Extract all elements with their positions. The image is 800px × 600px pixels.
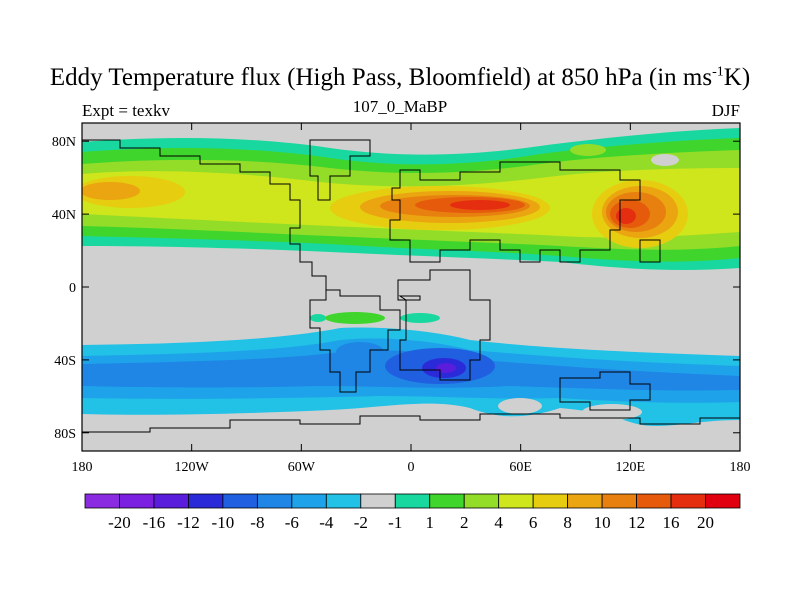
season-label: DJF: [711, 101, 740, 120]
y-tick-label: 0: [69, 281, 76, 296]
colorbar-label: -1: [388, 513, 402, 532]
y-tick-label: 80S: [54, 427, 76, 442]
plot-title: Eddy Temperature flux (High Pass, Bloomf…: [49, 64, 751, 91]
south-america-coast: [309, 289, 401, 393]
colorbar-label: 1: [425, 513, 434, 532]
colorbar-swatch: [394, 493, 431, 509]
colorbar-swatch: [601, 493, 637, 509]
colorbar-label: -8: [250, 513, 264, 532]
tropical-positive-patches: [310, 312, 440, 324]
colorbar-label: 10: [594, 513, 611, 532]
colorbar-label: 12: [628, 513, 645, 532]
colorbar-swatch: [188, 493, 224, 509]
x-tick-label: 120E: [616, 460, 646, 475]
coastlines: [82, 139, 740, 433]
africa-coast: [397, 269, 491, 381]
field-layer: [82, 123, 740, 451]
colorbar-swatch: [567, 493, 603, 509]
y-tick-label: 40S: [54, 354, 76, 369]
colorbar-label: 6: [529, 513, 538, 532]
north-america-coast: [82, 139, 327, 290]
colorbar-label: 20: [697, 513, 714, 532]
colorbar-swatch: [429, 493, 465, 509]
x-tick-label: 60W: [288, 460, 316, 475]
colorbar-swatch: [119, 493, 155, 509]
colorbar-label: -16: [143, 513, 166, 532]
colorbar-swatch: [84, 493, 120, 509]
colorbar-label: -20: [108, 513, 131, 532]
greenland-coast: [309, 139, 371, 201]
colorbar-label: -2: [354, 513, 368, 532]
far-east-coast: [639, 239, 661, 263]
x-tick-label: 120W: [175, 460, 210, 475]
y-tick-label: 80N: [52, 135, 76, 150]
colorbar-label: -12: [177, 513, 200, 532]
europe-asia-coast: [389, 161, 641, 263]
colorbar-swatch: [670, 493, 706, 509]
colorbar-swatch: [256, 493, 293, 509]
colorbar-swatch: [498, 493, 534, 509]
australia-coast: [559, 371, 651, 411]
colorbar-label: 8: [563, 513, 572, 532]
colorbar-label: 4: [494, 513, 503, 532]
colorbar-swatch: [153, 493, 189, 509]
colorbar-label: -6: [285, 513, 299, 532]
colorbar-label: 16: [663, 513, 680, 532]
colorbar-swatch: [222, 493, 258, 509]
colorbar-swatch: [360, 493, 396, 509]
sh-negative-band: [82, 327, 740, 426]
x-tick-label: 0: [408, 460, 415, 475]
map-axes: 180 120W 60W 0 60E 120E 180 80N 40N 0 40S 80S: [52, 123, 751, 475]
colorbar: -20 -16 -12 -10 -8 -6 -4 -2 -1 1 2 4 6 8 10 12 16 20: [84, 493, 741, 532]
experiment-label: Expt = texkv: [82, 101, 170, 120]
nh-positive-band: [82, 128, 740, 270]
colorbar-swatch: [291, 493, 327, 509]
x-tick-label: 180: [730, 460, 751, 475]
colorbar-swatch: [532, 493, 569, 509]
x-tick-label: 60E: [509, 460, 532, 475]
colorbar-swatch: [636, 493, 672, 509]
colorbar-swatch: [325, 493, 362, 509]
x-tick-label: 180: [72, 460, 93, 475]
colorbar-label: -4: [319, 513, 334, 532]
colorbar-swatch: [705, 493, 741, 509]
plot-subtitle: 107_0_MaBP: [352, 97, 448, 116]
colorbar-label: -10: [212, 513, 235, 532]
y-tick-label: 40N: [52, 208, 76, 223]
antarctica-coast: [82, 413, 740, 433]
colorbar-swatch: [463, 493, 500, 509]
colorbar-label: 2: [460, 513, 469, 532]
